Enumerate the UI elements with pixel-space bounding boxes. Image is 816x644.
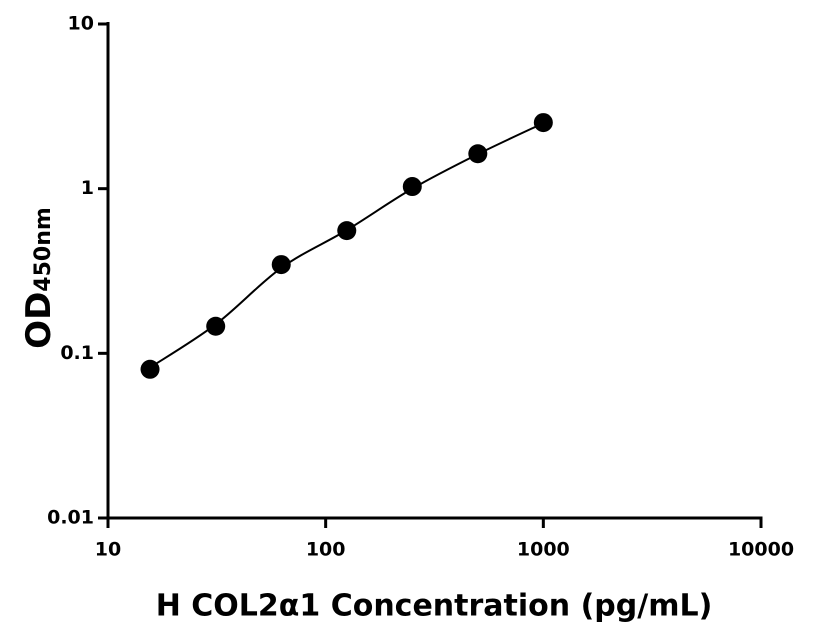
x-tick-label: 1000 — [517, 539, 570, 561]
x-tick-label: 100 — [306, 539, 346, 561]
y-label-subscript: 450nm — [31, 207, 56, 292]
y-tick-label: 0.1 — [60, 342, 94, 364]
x-tick-label: 10000 — [728, 539, 794, 561]
x-axis-label: H COL2α1 Concentration (pg/mL) — [156, 589, 713, 624]
y-tick-label: 1 — [81, 177, 94, 199]
y-tick-label: 10 — [68, 13, 94, 35]
data-point — [533, 113, 553, 133]
y-label-main: OD — [19, 292, 59, 349]
y-tick-label: 0.01 — [47, 507, 94, 529]
fit-curve — [149, 122, 544, 369]
y-axis-label: OD450nm — [19, 207, 59, 349]
data-point — [271, 255, 291, 275]
x-tick-label: 10 — [95, 539, 121, 561]
